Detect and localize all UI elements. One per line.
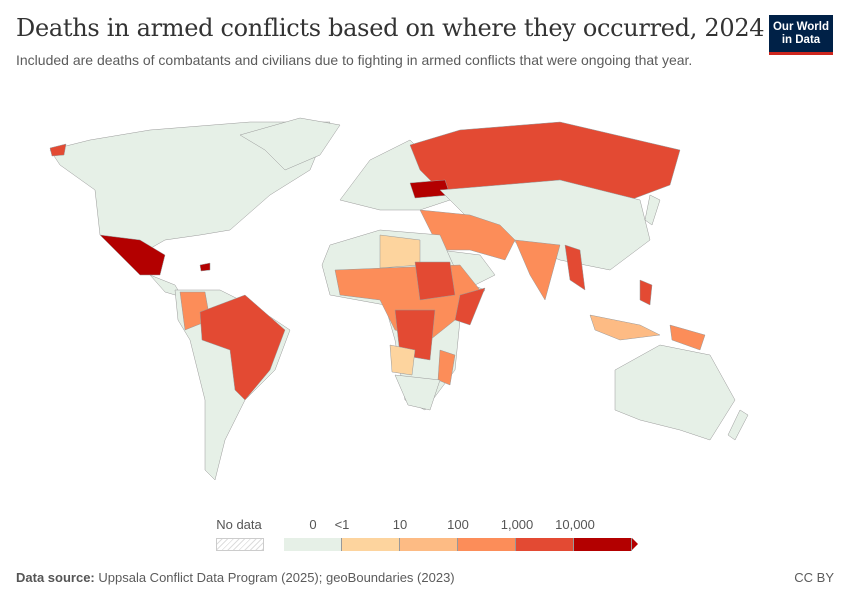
legend-tick: 10 (392, 517, 408, 532)
legend-tick: 10,000 (555, 517, 595, 532)
region-haiti[interactable] (199, 262, 211, 272)
world-map[interactable] (0, 100, 850, 500)
region-mexico[interactable] (99, 234, 166, 276)
legend-bin[interactable] (516, 538, 574, 551)
region-australia[interactable] (614, 344, 736, 441)
region-mozambique[interactable] (437, 349, 456, 386)
legend-bin[interactable] (458, 538, 516, 551)
logo-line2: in Data (781, 33, 821, 46)
legend-bin[interactable] (342, 538, 400, 551)
region-north-america[interactable] (49, 121, 331, 261)
legend-bin[interactable] (574, 538, 632, 551)
region-angola[interactable] (389, 344, 416, 376)
region-greenland[interactable] (239, 117, 341, 171)
region-drc[interactable] (394, 309, 436, 361)
region-philippines[interactable] (639, 279, 653, 306)
legend-no-data-label: No data (216, 517, 262, 532)
region-somalia[interactable] (454, 287, 486, 326)
region-ukraine[interactable] (409, 179, 451, 199)
region-new-zealand[interactable] (727, 409, 749, 441)
legend-tick: 0 (309, 517, 317, 532)
legend-tick: 100 (447, 517, 469, 532)
region-indonesia[interactable] (589, 314, 661, 341)
map-legend: No data 0 <1 10 100 1,000 10,000 (0, 515, 850, 555)
owid-logo[interactable]: Our World in Data (769, 15, 833, 55)
legend-color-scale (284, 538, 638, 551)
legend-no-data-swatch[interactable] (216, 538, 264, 551)
chart-title: Deaths in armed conflicts based on where… (16, 14, 765, 42)
region-brazil[interactable] (199, 294, 286, 401)
legend-bin[interactable] (284, 538, 342, 551)
legend-tick: 1,000 (500, 517, 534, 532)
legend-bin[interactable] (400, 538, 458, 551)
region-myanmar[interactable] (564, 244, 586, 291)
logo-line1: Our World (772, 20, 829, 33)
source-label: Data source: (16, 570, 95, 585)
region-north-africa-low[interactable] (379, 234, 421, 269)
region-alaska-tip[interactable] (49, 143, 67, 157)
region-india[interactable] (514, 239, 561, 301)
license[interactable]: CC BY (794, 570, 834, 585)
legend-tick: <1 (334, 517, 350, 532)
region-sudan[interactable] (414, 261, 456, 301)
source-text: Uppsala Conflict Data Program (2025); ge… (98, 570, 455, 585)
region-southern-africa[interactable] (394, 374, 441, 411)
region-japan[interactable] (644, 194, 661, 226)
region-papua[interactable] (669, 324, 706, 351)
footer-source: Data source: Uppsala Conflict Data Progr… (16, 570, 455, 585)
chart-subtitle: Included are deaths of combatants and ci… (16, 52, 693, 68)
legend-arrow (632, 538, 638, 550)
